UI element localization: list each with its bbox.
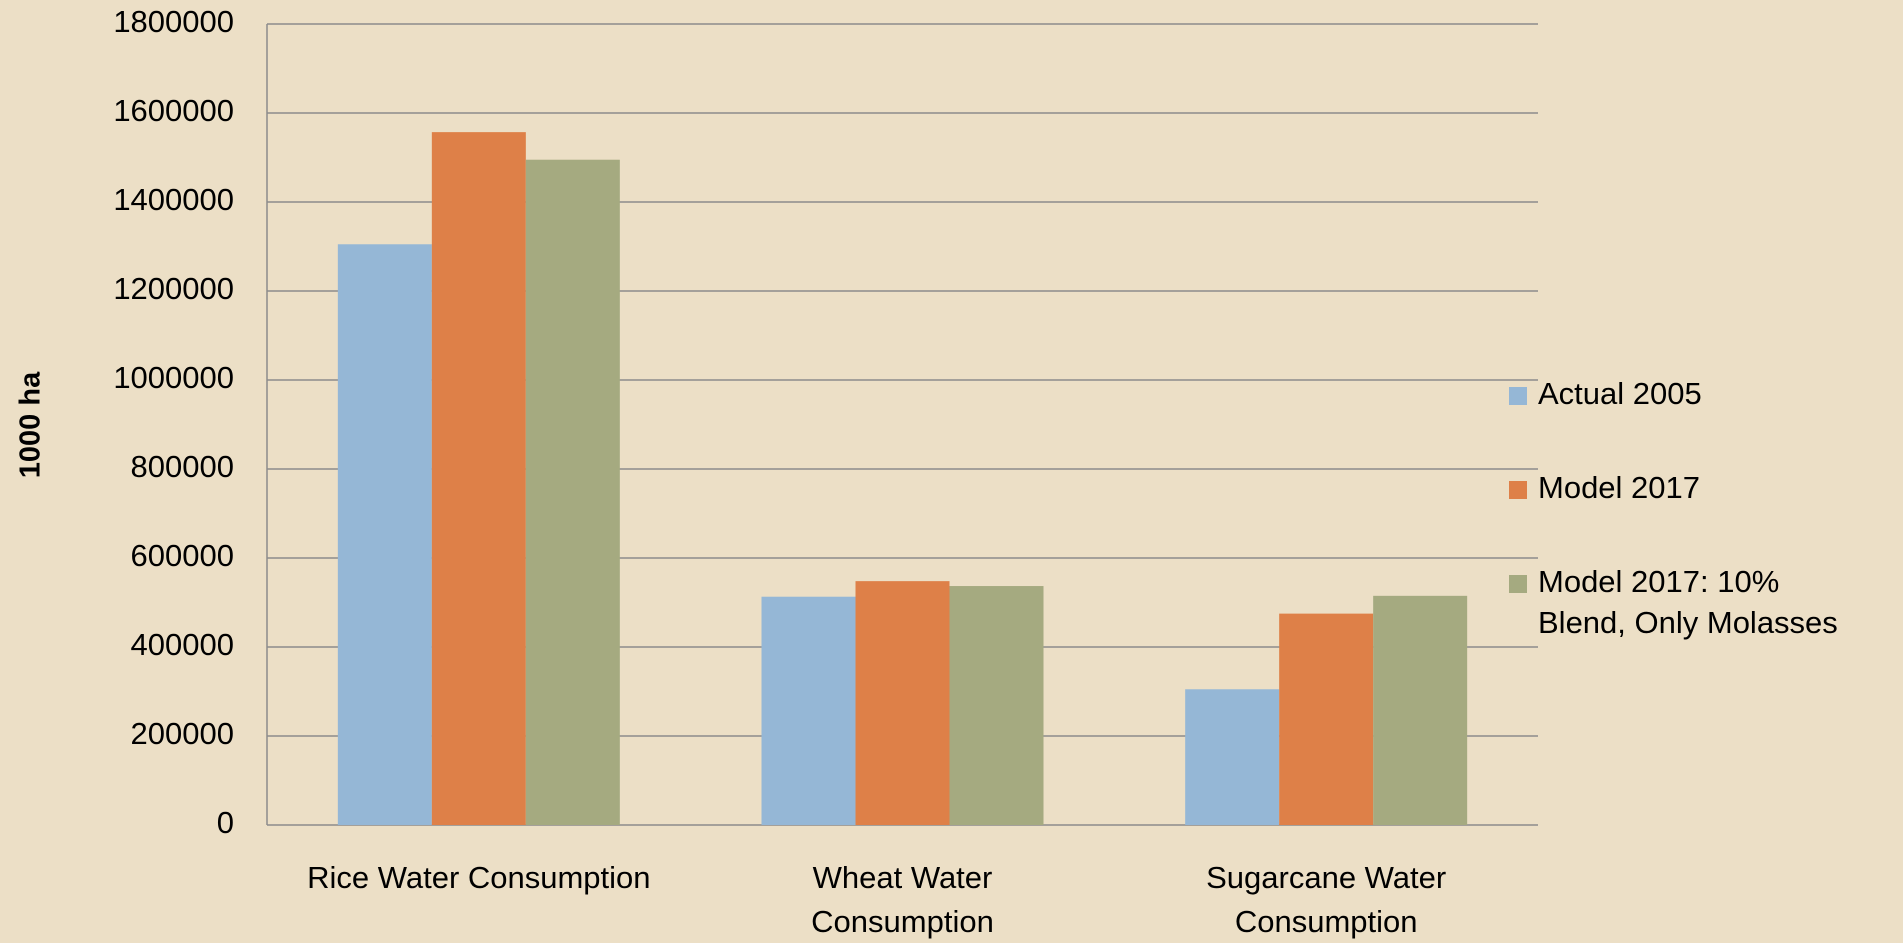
legend-label: Model 2017: [1538, 470, 1700, 505]
y-tick-label: 600000: [131, 538, 234, 573]
bar: [431, 132, 526, 825]
y-tick-label: 200000: [131, 716, 234, 751]
legend-label: Model 2017: 10% Blend, Only Molasses: [1538, 564, 1838, 640]
bar: [949, 586, 1044, 825]
bar: [525, 159, 620, 826]
y-tick-label: 400000: [131, 627, 234, 662]
y-tick-label: 1200000: [113, 271, 234, 306]
y-tick-label: 800000: [131, 449, 234, 484]
y-tick-label: 1600000: [113, 93, 234, 128]
y-tick-label: 1800000: [113, 4, 234, 39]
bar: [1185, 689, 1280, 825]
legend-swatch: [1509, 575, 1527, 593]
y-tick-label: 1000000: [113, 360, 234, 395]
y-tick-label: 1400000: [113, 182, 234, 217]
legend-label: Actual 2005: [1538, 376, 1702, 411]
bar: [761, 596, 856, 825]
x-tick-label: Wheat Water Consumption: [811, 860, 994, 939]
bar: [337, 244, 432, 825]
legend-swatch: [1509, 387, 1527, 405]
x-tick-label: Sugarcane Water Consumption: [1206, 860, 1446, 939]
bar: [1373, 595, 1468, 825]
y-tick-label: 0: [217, 805, 234, 840]
x-tick-label: Rice Water Consumption: [307, 860, 650, 895]
y-axis-title: 1000 ha: [15, 371, 47, 478]
bar: [1279, 613, 1374, 825]
bar: [855, 581, 950, 825]
legend-swatch: [1509, 481, 1527, 499]
